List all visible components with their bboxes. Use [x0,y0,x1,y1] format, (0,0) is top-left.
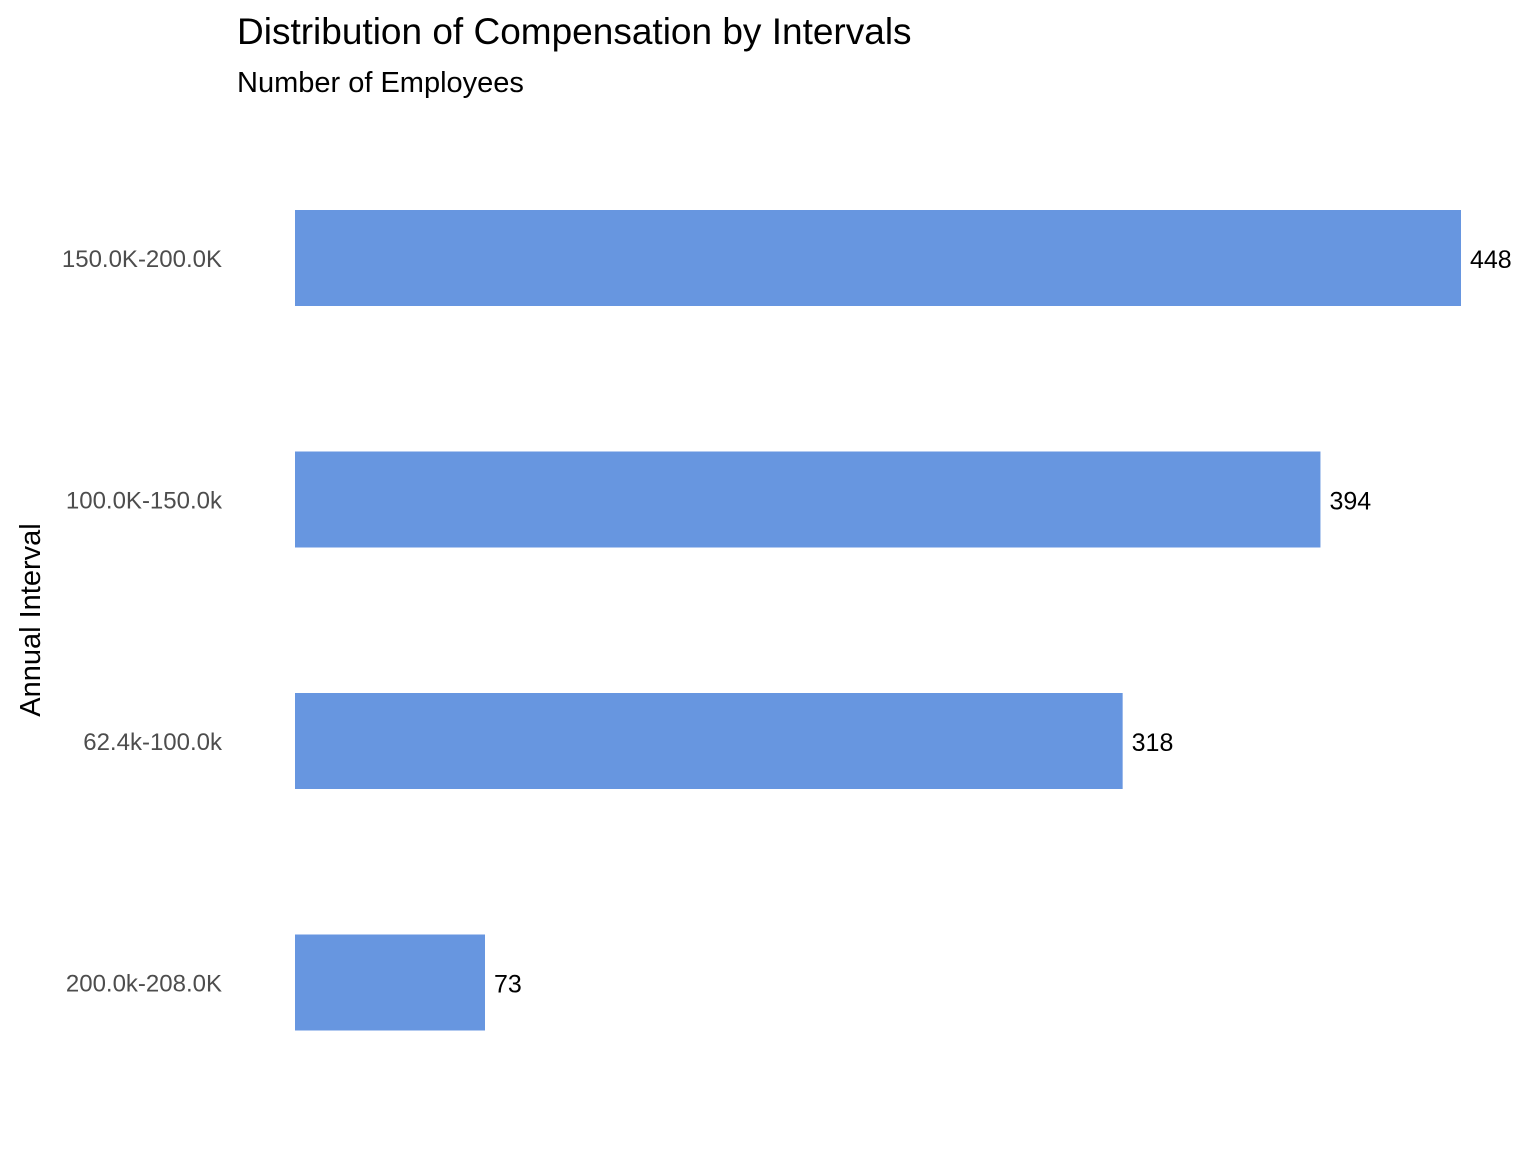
y-tick-label: 200.0k-208.0K [66,971,222,998]
y-tick-label: 150.0K-200.0K [62,246,222,273]
data-label: 394 [1329,488,1371,516]
data-label: 448 [1470,246,1512,274]
chart-subtitle: Number of Employees [237,67,524,99]
y-tick-label: 62.4k-100.0k [83,729,223,756]
y-axis-title: Annual Interval [15,523,47,716]
y-axis-ticks: 150.0K-200.0K 100.0K-150.0k 62.4k-100.0k 20… [62,246,223,998]
data-labels-group: 448 394 318 73 [494,246,1512,999]
bars-group [295,210,1461,1031]
y-tick-label: 100.0K-150.0k [66,488,223,515]
bar [295,693,1123,789]
data-label: 318 [1132,729,1174,757]
data-label: 73 [494,971,522,999]
bar [295,451,1321,548]
chart-title: Distribution of Compensation by Interval… [237,11,912,52]
bar [295,934,485,1031]
bar [295,210,1461,306]
